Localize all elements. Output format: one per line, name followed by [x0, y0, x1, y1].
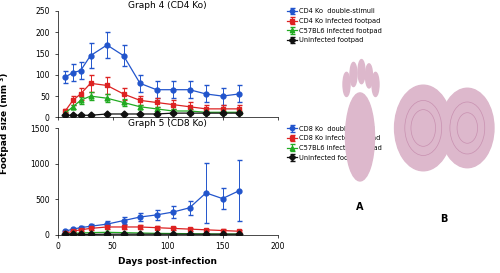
- Ellipse shape: [358, 60, 365, 84]
- Ellipse shape: [343, 72, 350, 96]
- Circle shape: [394, 85, 452, 171]
- Ellipse shape: [366, 64, 372, 88]
- Legend: CD8 Ko  double-stimuli, CD8 Ko infected footpad, C57BL6 infected footpad, Uninfe: CD8 Ko double-stimuli, CD8 Ko infected f…: [284, 123, 385, 163]
- Circle shape: [440, 88, 494, 168]
- Ellipse shape: [350, 63, 357, 87]
- Title: Graph 5 (CD8 Ko): Graph 5 (CD8 Ko): [128, 118, 207, 127]
- Text: A: A: [356, 202, 364, 212]
- X-axis label: Days post-infection: Days post-infection: [118, 257, 217, 266]
- Text: B: B: [440, 213, 448, 224]
- Title: Graph 4 (CD4 Ko): Graph 4 (CD4 Ko): [128, 1, 207, 10]
- Text: Footpad size (mm ³): Footpad size (mm ³): [0, 72, 10, 174]
- Ellipse shape: [346, 93, 374, 181]
- Legend: CD4 Ko  double-stimuli, CD4 Ko infected footpad, C57BL6 infected footpad, Uninfe: CD4 Ko double-stimuli, CD4 Ko infected f…: [284, 5, 385, 46]
- Ellipse shape: [372, 72, 379, 96]
